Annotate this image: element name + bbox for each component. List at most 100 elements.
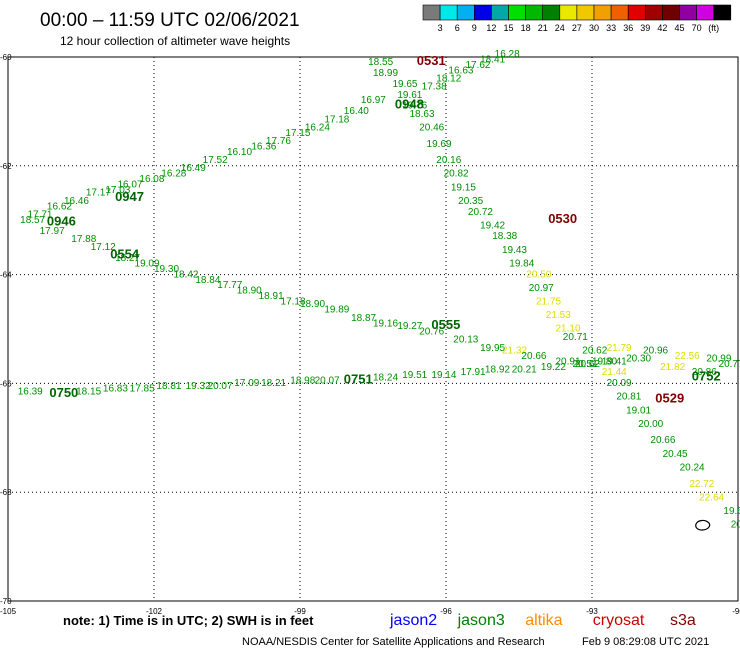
x-tick-label: -90 [732,607,740,616]
pass-time-label: 0554 [110,246,140,261]
wave-height-value: 19.22 [541,362,566,373]
colorbar-swatch [491,4,509,21]
pass-time-label: 0555 [431,317,460,332]
wave-height-value: 19.65 [392,79,417,90]
wave-height-value: 16.97 [361,95,386,106]
wave-height-value: 16.62 [47,201,72,212]
legend-entry: jason2 [389,612,437,629]
colorbar-swatch [627,4,646,21]
wave-height-value: 20.35 [458,196,483,207]
wave-height-value: 17.71 [27,209,52,220]
wave-height-value: 20.62 [582,345,607,356]
wave-height-value: 20.46 [419,122,444,133]
wave-height-value: 19.32 [186,381,211,392]
wave-height-value: 18.15 [76,386,101,397]
colorbar-label: 9 [472,23,477,33]
colorbar-label: 12 [486,23,496,33]
pass-time-label: 0530 [548,211,577,226]
wave-height-value: 18.90 [237,286,262,297]
wave-height-value: 20.00 [638,419,663,430]
wave-height-value: 17.97 [40,226,65,237]
pass-time-label: 0946 [47,214,76,229]
colorbar-label: 18 [521,23,531,33]
colorbar-label: 30 [589,23,599,33]
wave-height-value: 20.96 [643,345,668,356]
wave-height-value: 19.16 [373,318,398,329]
y-tick-label: -68 [0,488,12,497]
wave-height-value: 17.76 [266,136,291,147]
wave-height-value: 18.24 [373,373,398,384]
wave-height-value: 20.66 [521,351,546,362]
wave-height-value: 16.08 [139,174,164,185]
wave-height-value: 16.28 [495,49,520,60]
x-tick-label: -96 [440,607,452,616]
wave-height-value: 20.13 [453,335,478,346]
wave-height-value: 22.64 [699,492,724,503]
wave-height-value: 20 [731,520,740,531]
wave-height-value: 18.41 [480,54,505,65]
wave-height-value: 20.72 [468,207,493,218]
wave-height-value: 18.12 [436,73,461,84]
colorbar-label: 3 [438,23,443,33]
wave-height-value: 18.92 [485,365,510,376]
wave-height-value: 19.42 [480,220,505,231]
chart-subtitle: 12 hour collection of altimeter wave hei… [60,34,290,48]
colorbar-label: 42 [657,23,667,33]
wave-height-value: 20.16 [436,155,461,166]
wave-height-value: 19.6 [723,506,740,517]
colorbar-label: 24 [555,23,565,33]
x-tick-label: -99 [294,607,306,616]
pass-time-label: 0531 [417,53,446,68]
wave-height-value: 16.28 [161,169,186,180]
island-outline [695,519,711,531]
colorbar-label: 39 [640,23,650,33]
wave-height-value: 21.10 [556,324,581,335]
colorbar-swatch [422,4,441,21]
pass-time-label: 0948 [395,97,424,112]
wave-height-value: 21.75 [536,297,561,308]
wave-height-value: 17.77 [217,280,242,291]
wave-height-value: 20.77 [719,359,740,370]
wave-height-value: 21.44 [602,367,627,378]
wave-height-value: 20.21 [512,365,537,376]
wave-height-value: 20.97 [529,283,554,294]
satellite-legend: jason2 jason3 altika cryosat s3a [389,612,696,629]
wave-height-value: 19.01 [626,405,651,416]
wave-height-value: 18.57 [20,215,45,226]
wave-height-value: 19.89 [324,305,349,316]
pass-time-label: 0947 [115,189,144,204]
axis-tick-labels: -105 -102 -99 -96 -93 -90 -60 -62 -64 -66 -68 -70 [0,53,740,616]
colorbar-swatch [610,4,629,21]
wave-height-value: 16.49 [181,163,206,174]
wave-height-value: 16.07 [118,180,143,191]
wave-height-value: 20.09 [607,378,632,389]
wave-height-value: 17.38 [422,82,447,93]
colorbar-swatch [662,4,680,21]
colorbar-swatch [679,4,697,21]
map-grid [7,56,739,602]
wave-height-value: 16.36 [251,141,276,152]
wave-height-value: 22.56 [675,351,700,362]
y-tick-label: -60 [0,53,12,62]
wave-height-value: 17.52 [203,155,228,166]
wave-height-value: 18.55 [368,57,393,68]
colorbar-label: 15 [503,23,513,33]
wave-height-value: 20.62 [575,359,600,370]
wave-height-value: 20.51 [573,359,598,370]
wave-height-value: 17.85 [130,384,155,395]
wave-height-value: 16.39 [18,386,43,397]
colorbar-label: 70 [692,23,702,33]
wave-height-value: 18.63 [410,109,435,120]
wave-height-value: 18.99 [373,68,398,79]
wave-height-value: 21.53 [546,310,571,321]
wave-height-value: 17.91 [461,367,486,378]
wave-height-value: 18.42 [173,269,198,280]
x-tick-label: -105 [0,607,17,616]
pass-time-label: 0751 [344,371,373,386]
y-tick-label: -70 [0,597,12,606]
wave-height-value: 16.83 [103,384,128,395]
colorbar-swatch [439,4,458,21]
colorbar-label: 33 [606,23,616,33]
chart-title: 00:00 – 11:59 UTC 02/06/2021 [40,10,300,31]
